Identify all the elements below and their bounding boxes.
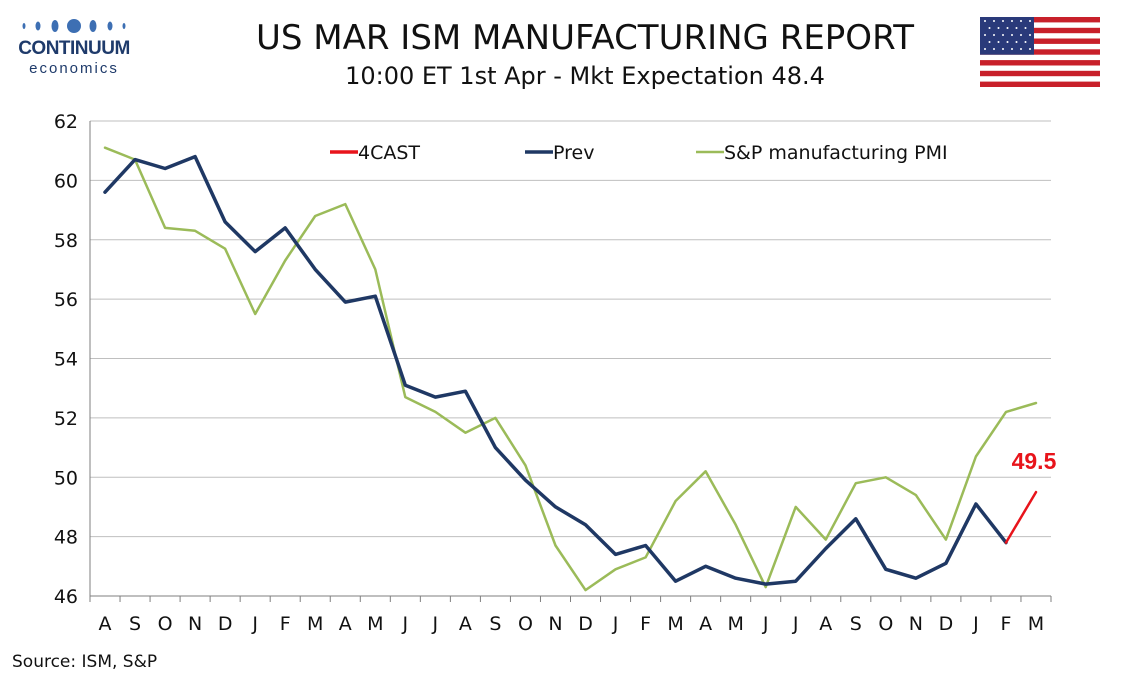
y-tick-label: 48	[54, 527, 78, 549]
x-tick-label: A	[339, 613, 352, 635]
series-line-2	[103, 146, 1038, 592]
x-tick-label: M	[307, 613, 323, 635]
legend-label: S&P manufacturing PMI	[724, 142, 948, 164]
x-tick-label: J	[402, 613, 409, 635]
x-tick-label: J	[762, 613, 769, 635]
x-tick-label: S	[129, 613, 141, 635]
series-line-1	[103, 154, 1008, 586]
x-tick-label: A	[459, 613, 472, 635]
x-tick-label: F	[640, 613, 651, 635]
x-tick-label: S	[489, 613, 501, 635]
x-tick-label: M	[727, 613, 743, 635]
x-tick-label: N	[909, 613, 923, 635]
x-tick-label: O	[878, 613, 893, 635]
x-tick-label: J	[792, 613, 799, 635]
legend-label: 4CAST	[358, 142, 420, 164]
x-tick-label: J	[612, 613, 619, 635]
series-line-0	[1004, 490, 1038, 544]
logo-dots-icon	[22, 19, 126, 33]
x-tick-label: F	[280, 613, 291, 635]
x-tick-label: A	[699, 613, 712, 635]
x-tick-label: S	[850, 613, 862, 635]
x-tick-label: N	[548, 613, 562, 635]
page-title: US MAR ISM MANUFACTURING REPORT	[256, 18, 914, 58]
source-note: Source: ISM, S&P	[12, 652, 158, 672]
continuum-logo: CONTINUUM economics	[14, 14, 134, 77]
x-tick-label: F	[1000, 613, 1011, 635]
legend-label: Prev	[553, 142, 594, 164]
y-tick-label: 58	[54, 230, 78, 252]
x-tick-label: D	[939, 613, 954, 635]
x-tick-label: J	[251, 613, 258, 635]
y-tick-label: 54	[54, 349, 78, 371]
x-tick-label: D	[218, 613, 233, 635]
x-tick-label: M	[367, 613, 383, 635]
x-tick-label: A	[99, 613, 112, 635]
x-tick-label: A	[819, 613, 832, 635]
x-tick-label: O	[518, 613, 533, 635]
x-tick-label: N	[188, 613, 202, 635]
logo-sub-text: economics	[29, 60, 119, 77]
y-tick-label: 46	[54, 586, 78, 608]
x-tick-label: D	[578, 613, 593, 635]
page-subtitle: 10:00 ET 1st Apr - Mkt Expectation 48.4	[345, 62, 825, 90]
y-tick-label: 56	[54, 289, 78, 311]
us-flag-icon	[980, 17, 1100, 87]
forecast-data-label: 49.5	[1012, 448, 1057, 474]
y-tick-label: 62	[54, 111, 78, 133]
y-tick-label: 52	[54, 408, 78, 430]
y-tick-label: 50	[54, 467, 78, 489]
x-tick-label: O	[158, 613, 173, 635]
x-tick-label: M	[1028, 613, 1044, 635]
x-tick-label: J	[432, 613, 439, 635]
logo-brand-text: CONTINUUM	[18, 38, 130, 59]
x-tick-label: J	[972, 613, 979, 635]
x-tick-label: M	[667, 613, 683, 635]
y-tick-label: 60	[54, 170, 78, 192]
